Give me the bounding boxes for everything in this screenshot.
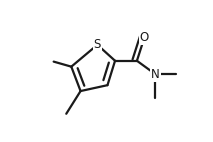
Text: S: S (94, 38, 101, 51)
Text: O: O (140, 31, 149, 44)
Text: N: N (151, 68, 160, 81)
